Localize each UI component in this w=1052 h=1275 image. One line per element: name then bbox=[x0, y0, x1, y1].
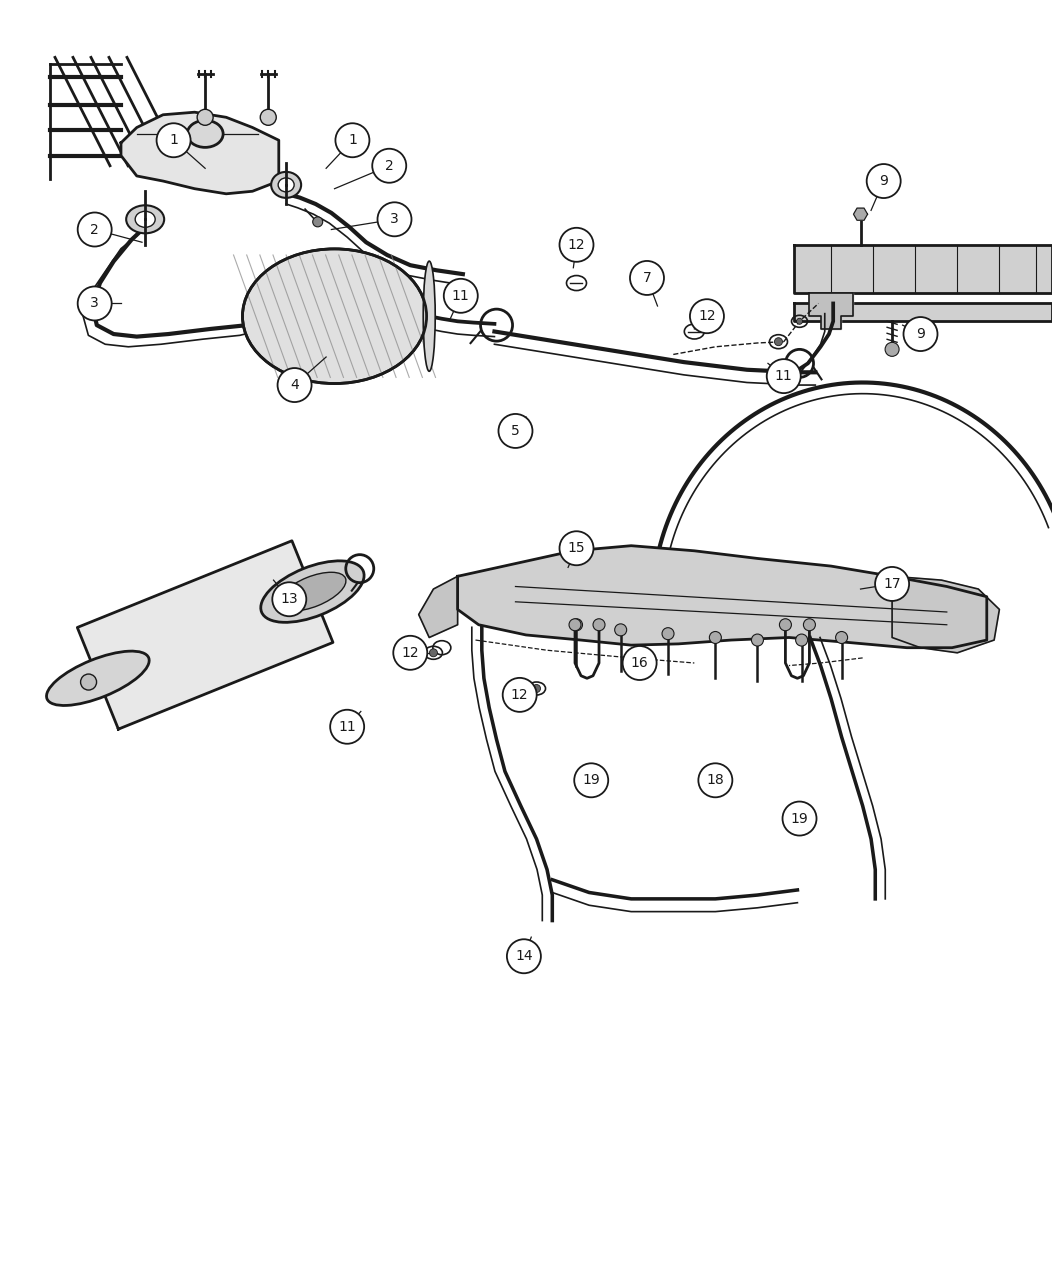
Text: 11: 11 bbox=[775, 370, 792, 382]
Circle shape bbox=[574, 764, 608, 797]
Ellipse shape bbox=[423, 261, 436, 371]
Circle shape bbox=[78, 213, 112, 246]
Ellipse shape bbox=[242, 249, 427, 384]
Circle shape bbox=[393, 636, 427, 669]
Circle shape bbox=[278, 368, 311, 402]
Ellipse shape bbox=[261, 561, 364, 622]
Ellipse shape bbox=[135, 212, 156, 227]
Polygon shape bbox=[419, 576, 458, 638]
Circle shape bbox=[623, 646, 656, 680]
Circle shape bbox=[867, 164, 901, 198]
Circle shape bbox=[662, 627, 674, 640]
Text: 9: 9 bbox=[916, 328, 925, 340]
Circle shape bbox=[330, 710, 364, 743]
Text: 11: 11 bbox=[452, 289, 469, 302]
Circle shape bbox=[372, 149, 406, 182]
Circle shape bbox=[885, 343, 899, 356]
Circle shape bbox=[774, 338, 783, 346]
Circle shape bbox=[630, 261, 664, 295]
Circle shape bbox=[699, 764, 732, 797]
Text: 9: 9 bbox=[879, 175, 888, 187]
Polygon shape bbox=[121, 112, 279, 194]
Ellipse shape bbox=[126, 205, 164, 233]
Polygon shape bbox=[794, 303, 1052, 321]
Ellipse shape bbox=[46, 652, 149, 705]
Circle shape bbox=[569, 618, 581, 631]
Circle shape bbox=[690, 300, 724, 333]
Circle shape bbox=[197, 110, 214, 125]
Text: 7: 7 bbox=[643, 272, 651, 284]
Ellipse shape bbox=[271, 172, 301, 198]
Circle shape bbox=[796, 319, 803, 324]
Text: 5: 5 bbox=[511, 425, 520, 437]
Circle shape bbox=[272, 583, 306, 616]
Text: 12: 12 bbox=[511, 688, 528, 701]
Polygon shape bbox=[892, 576, 999, 653]
Polygon shape bbox=[809, 293, 853, 329]
Polygon shape bbox=[458, 546, 987, 648]
Circle shape bbox=[767, 360, 801, 393]
Circle shape bbox=[312, 217, 323, 227]
Circle shape bbox=[260, 110, 277, 125]
Text: 12: 12 bbox=[402, 646, 419, 659]
Text: 1: 1 bbox=[169, 134, 178, 147]
Circle shape bbox=[780, 618, 791, 631]
Text: 2: 2 bbox=[90, 223, 99, 236]
Ellipse shape bbox=[279, 572, 346, 611]
Circle shape bbox=[593, 618, 605, 631]
Ellipse shape bbox=[278, 179, 295, 191]
Circle shape bbox=[429, 649, 438, 657]
Polygon shape bbox=[794, 245, 1052, 293]
Text: 17: 17 bbox=[884, 578, 901, 590]
Text: 19: 19 bbox=[791, 812, 808, 825]
Text: 3: 3 bbox=[90, 297, 99, 310]
Text: 3: 3 bbox=[390, 213, 399, 226]
Text: 1: 1 bbox=[348, 134, 357, 147]
Text: 4: 4 bbox=[290, 379, 299, 391]
Text: 19: 19 bbox=[583, 774, 600, 787]
Circle shape bbox=[709, 631, 722, 644]
Circle shape bbox=[614, 623, 627, 636]
Circle shape bbox=[157, 124, 190, 157]
Text: 16: 16 bbox=[631, 657, 648, 669]
Circle shape bbox=[804, 618, 815, 631]
Circle shape bbox=[378, 203, 411, 236]
Circle shape bbox=[499, 414, 532, 448]
Text: 15: 15 bbox=[568, 542, 585, 555]
Polygon shape bbox=[853, 208, 868, 221]
Text: 12: 12 bbox=[699, 310, 715, 323]
Circle shape bbox=[503, 678, 537, 711]
Circle shape bbox=[532, 685, 541, 692]
Circle shape bbox=[875, 567, 909, 601]
Circle shape bbox=[78, 301, 88, 311]
Circle shape bbox=[904, 317, 937, 351]
Circle shape bbox=[78, 287, 112, 320]
Text: 2: 2 bbox=[385, 159, 393, 172]
Circle shape bbox=[560, 532, 593, 565]
Circle shape bbox=[507, 940, 541, 973]
Circle shape bbox=[560, 228, 593, 261]
Text: 13: 13 bbox=[281, 593, 298, 606]
Circle shape bbox=[81, 674, 97, 690]
Text: 12: 12 bbox=[568, 238, 585, 251]
Text: 11: 11 bbox=[339, 720, 356, 733]
Circle shape bbox=[570, 618, 583, 631]
Circle shape bbox=[444, 279, 478, 312]
Circle shape bbox=[783, 802, 816, 835]
Ellipse shape bbox=[187, 120, 223, 148]
Text: 14: 14 bbox=[515, 950, 532, 963]
Circle shape bbox=[795, 634, 808, 646]
Circle shape bbox=[835, 631, 848, 644]
Circle shape bbox=[751, 634, 764, 646]
Circle shape bbox=[336, 124, 369, 157]
Polygon shape bbox=[77, 541, 333, 729]
Text: 18: 18 bbox=[707, 774, 724, 787]
